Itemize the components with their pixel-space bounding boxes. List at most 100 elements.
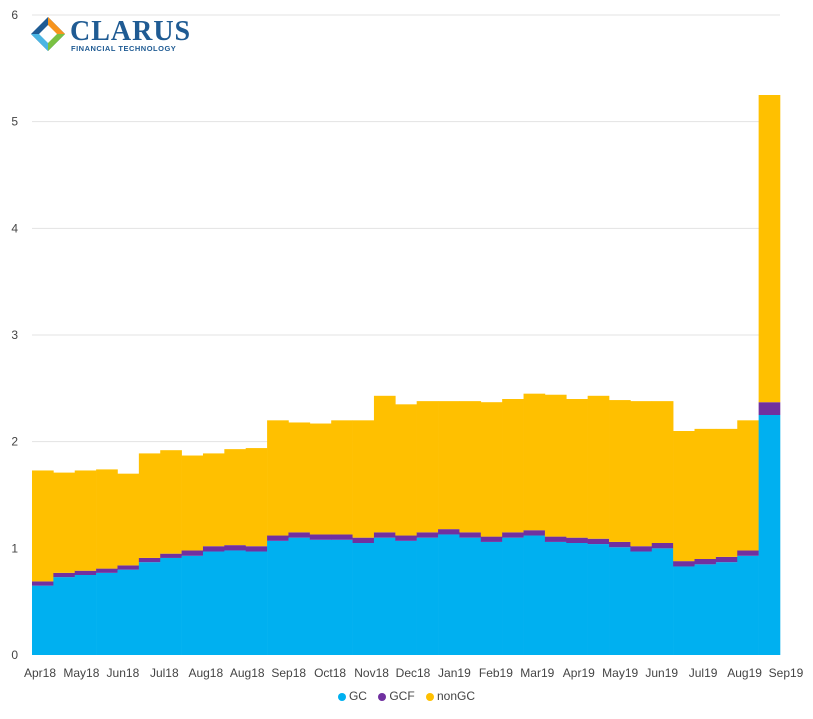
x-tick-label: Jun19 — [645, 666, 678, 680]
bar-gc — [651, 548, 674, 655]
x-tick-label: Apr19 — [563, 666, 595, 680]
y-tick-label: 0 — [11, 648, 18, 662]
legend-label-gcf: GCF — [389, 689, 415, 703]
x-tick-label: Jul18 — [150, 666, 179, 680]
bar-gcf — [673, 561, 695, 567]
bar-gcf — [480, 536, 503, 542]
bar-nongc — [715, 428, 738, 557]
bar-gc — [395, 540, 417, 655]
bar-gc — [267, 540, 289, 655]
x-tick-label: Aug18 — [230, 666, 265, 680]
bar-nongc — [32, 470, 54, 582]
bar-nongc — [160, 450, 182, 554]
x-tick-label: Nov18 — [354, 666, 389, 680]
bar-nongc — [74, 470, 97, 571]
bar-nongc — [202, 453, 225, 547]
bar-gcf — [96, 568, 118, 573]
bar-nongc — [459, 401, 482, 533]
legend-item-gcf: GCF — [378, 689, 415, 703]
y-tick-label: 1 — [11, 541, 18, 555]
y-tick-label: 4 — [11, 221, 18, 235]
bar-gc — [117, 569, 140, 655]
bar-gc — [160, 557, 182, 655]
bar-gc — [202, 551, 225, 655]
bar-gcf — [416, 532, 439, 538]
bar-gc — [673, 566, 695, 655]
bar-nongc — [117, 473, 140, 566]
logo-subtitle: FINANCIAL TECHNOLOGY — [71, 44, 177, 53]
bar-gcf — [373, 532, 396, 538]
x-tick-label: Dec18 — [396, 666, 431, 680]
bar-gc — [502, 537, 524, 655]
legend-label-gc: GC — [348, 689, 367, 703]
bar-gc — [32, 585, 54, 655]
bar-gc — [694, 564, 717, 655]
bar-gc — [459, 537, 482, 655]
bar-gcf — [202, 546, 225, 552]
bar-gcf — [181, 550, 204, 556]
bar-nongc — [737, 420, 759, 551]
bar-nongc — [53, 472, 76, 573]
bar-gcf — [245, 546, 268, 552]
bar-gcf — [138, 557, 161, 563]
bar-nongc — [309, 423, 332, 535]
bar-gcf — [352, 537, 375, 543]
x-tick-label: Mar19 — [520, 666, 554, 680]
bar-nongc — [587, 395, 610, 539]
bar-gc — [480, 541, 503, 655]
bar-nongc — [352, 420, 375, 538]
bar-nongc — [502, 399, 524, 533]
x-tick-label: May19 — [602, 666, 638, 680]
bar-gcf — [53, 572, 76, 578]
bar-gc — [438, 534, 460, 655]
legend-swatch-gcf — [378, 692, 387, 701]
bar-gcf — [288, 532, 311, 538]
x-tick-label: May18 — [63, 666, 99, 680]
bar-gcf — [587, 538, 610, 545]
bar-gcf — [160, 553, 182, 558]
legend: GC GCF nonGC — [0, 689, 813, 703]
bar-gc — [331, 539, 353, 655]
bar-gcf — [309, 534, 332, 540]
bar-gc — [309, 539, 332, 655]
bar-nongc — [395, 404, 417, 536]
bar-nongc — [480, 402, 503, 537]
bar-nongc — [758, 95, 781, 403]
bar-gcf — [459, 532, 482, 538]
y-tick-label: 3 — [11, 328, 18, 342]
bar-gcf — [224, 545, 247, 551]
bar-nongc — [694, 428, 717, 559]
bar-nongc — [96, 469, 118, 569]
bar-gcf — [566, 537, 588, 543]
clarus-logo: CLARUS FINANCIAL TECHNOLOGY — [30, 14, 190, 58]
bar-gc — [609, 547, 631, 655]
bar-gc — [737, 555, 759, 655]
bar-gc — [352, 543, 375, 655]
bar-nongc — [288, 422, 311, 533]
bar-nongc — [245, 448, 268, 547]
bar-nongc — [416, 401, 439, 533]
bar-gcf — [74, 570, 97, 575]
logo-name: CLARUS — [70, 16, 192, 47]
bar-gcf — [609, 541, 631, 548]
bar-nongc — [523, 393, 546, 531]
bar-nongc — [224, 449, 247, 546]
bar-nongc — [544, 394, 567, 537]
bar-gcf — [523, 530, 546, 536]
bar-gcf — [694, 559, 717, 565]
y-tick-label: 5 — [11, 115, 18, 129]
clarus-diamond-icon — [31, 17, 65, 51]
legend-item-gc: GC — [337, 689, 367, 703]
bar-gc — [96, 572, 118, 655]
bar-gcf — [32, 581, 54, 586]
x-tick-label: Sep18 — [271, 666, 306, 680]
x-tick-label: Apr18 — [24, 666, 56, 680]
bar-gcf — [715, 556, 738, 563]
bar-gc — [416, 537, 439, 655]
bar-nongc — [138, 453, 161, 558]
x-tick-label: Aug19 — [727, 666, 762, 680]
bar-gcf — [737, 550, 759, 556]
bar-gc — [245, 551, 268, 655]
bar-gc — [630, 551, 653, 655]
